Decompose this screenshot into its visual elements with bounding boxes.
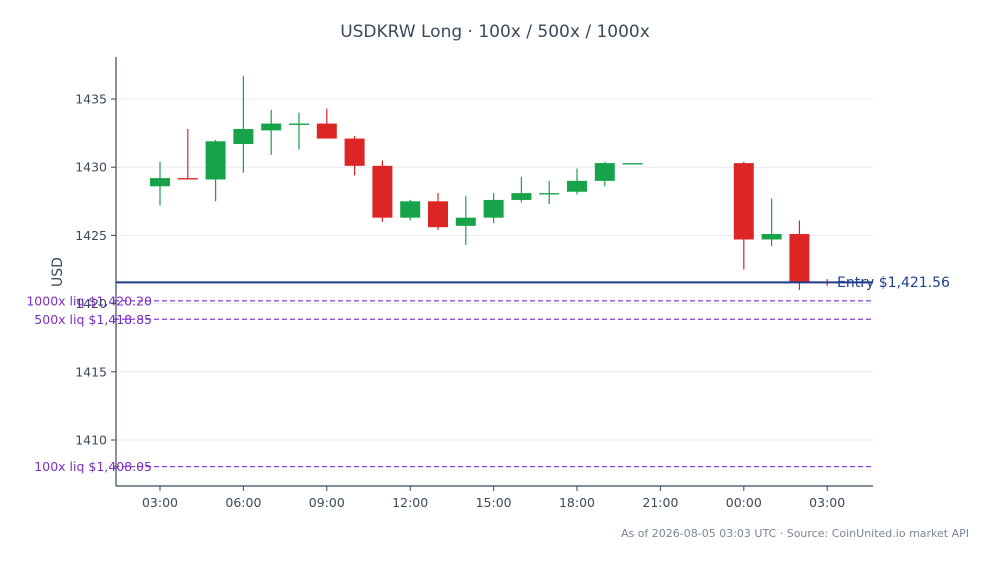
y-tick-label: 1415 <box>75 364 107 379</box>
liquidation-label: 500x liq $1,418.85 <box>34 312 152 327</box>
candle-body <box>177 178 198 180</box>
x-tick-label: 12:00 <box>392 495 428 510</box>
candle-body <box>205 141 226 180</box>
candle-body <box>233 129 254 145</box>
chart-title: USDKRW Long · 100x / 500x / 1000x <box>340 22 650 42</box>
y-tick-label: 1430 <box>75 160 107 175</box>
candle-body <box>761 234 782 240</box>
candle-body <box>261 123 282 131</box>
liquidation-label: 100x liq $1,408.05 <box>34 459 152 474</box>
entry-label: Entry $1,421.56 <box>837 275 950 291</box>
candle-body <box>511 193 532 200</box>
candle-body <box>316 123 337 139</box>
x-tick-label: 03:00 <box>142 495 178 510</box>
y-axis-label: USD <box>50 257 66 287</box>
candle-body <box>344 138 365 166</box>
candle-body <box>428 201 448 228</box>
axes: 1410 1415 1420 1425 1430 1435 03:00 06:00 09:00 1… <box>75 57 873 510</box>
candle-body <box>483 199 504 218</box>
candle-body <box>733 163 754 240</box>
x-tick-label: 21:00 <box>642 495 678 510</box>
x-tick-label: 18:00 <box>559 495 595 510</box>
x-tick-label: 09:00 <box>309 495 345 510</box>
candle-body <box>400 201 421 218</box>
candle-body <box>289 123 309 125</box>
candle-body <box>150 178 170 187</box>
candles-layer <box>150 75 838 290</box>
candle-body <box>622 163 643 165</box>
y-tick-label: 1435 <box>75 92 107 107</box>
candle-body <box>455 217 476 226</box>
candle-body <box>594 163 615 181</box>
candle-body <box>567 180 587 192</box>
x-tick-label: 00:00 <box>726 495 762 510</box>
x-tick-label: 06:00 <box>225 495 261 510</box>
footnote: As of 2026-08-05 03:03 UTC · Source: Coi… <box>621 527 969 540</box>
y-tick-label: 1425 <box>75 228 107 243</box>
grid-lines <box>116 98 873 441</box>
x-tick-label: 03:00 <box>809 495 845 510</box>
x-tick-label: 15:00 <box>476 495 512 510</box>
y-tick-label: 1420 <box>75 296 107 311</box>
reference-lines: 1000x liq $1,420.20 500x liq $1,418.85 100… <box>26 275 950 474</box>
candle-body <box>539 193 560 195</box>
candle-body <box>789 234 810 282</box>
liquidation-label: 1000x liq $1,420.20 <box>26 293 152 308</box>
y-tick-label: 1410 <box>75 433 107 448</box>
candle-body <box>372 165 393 218</box>
